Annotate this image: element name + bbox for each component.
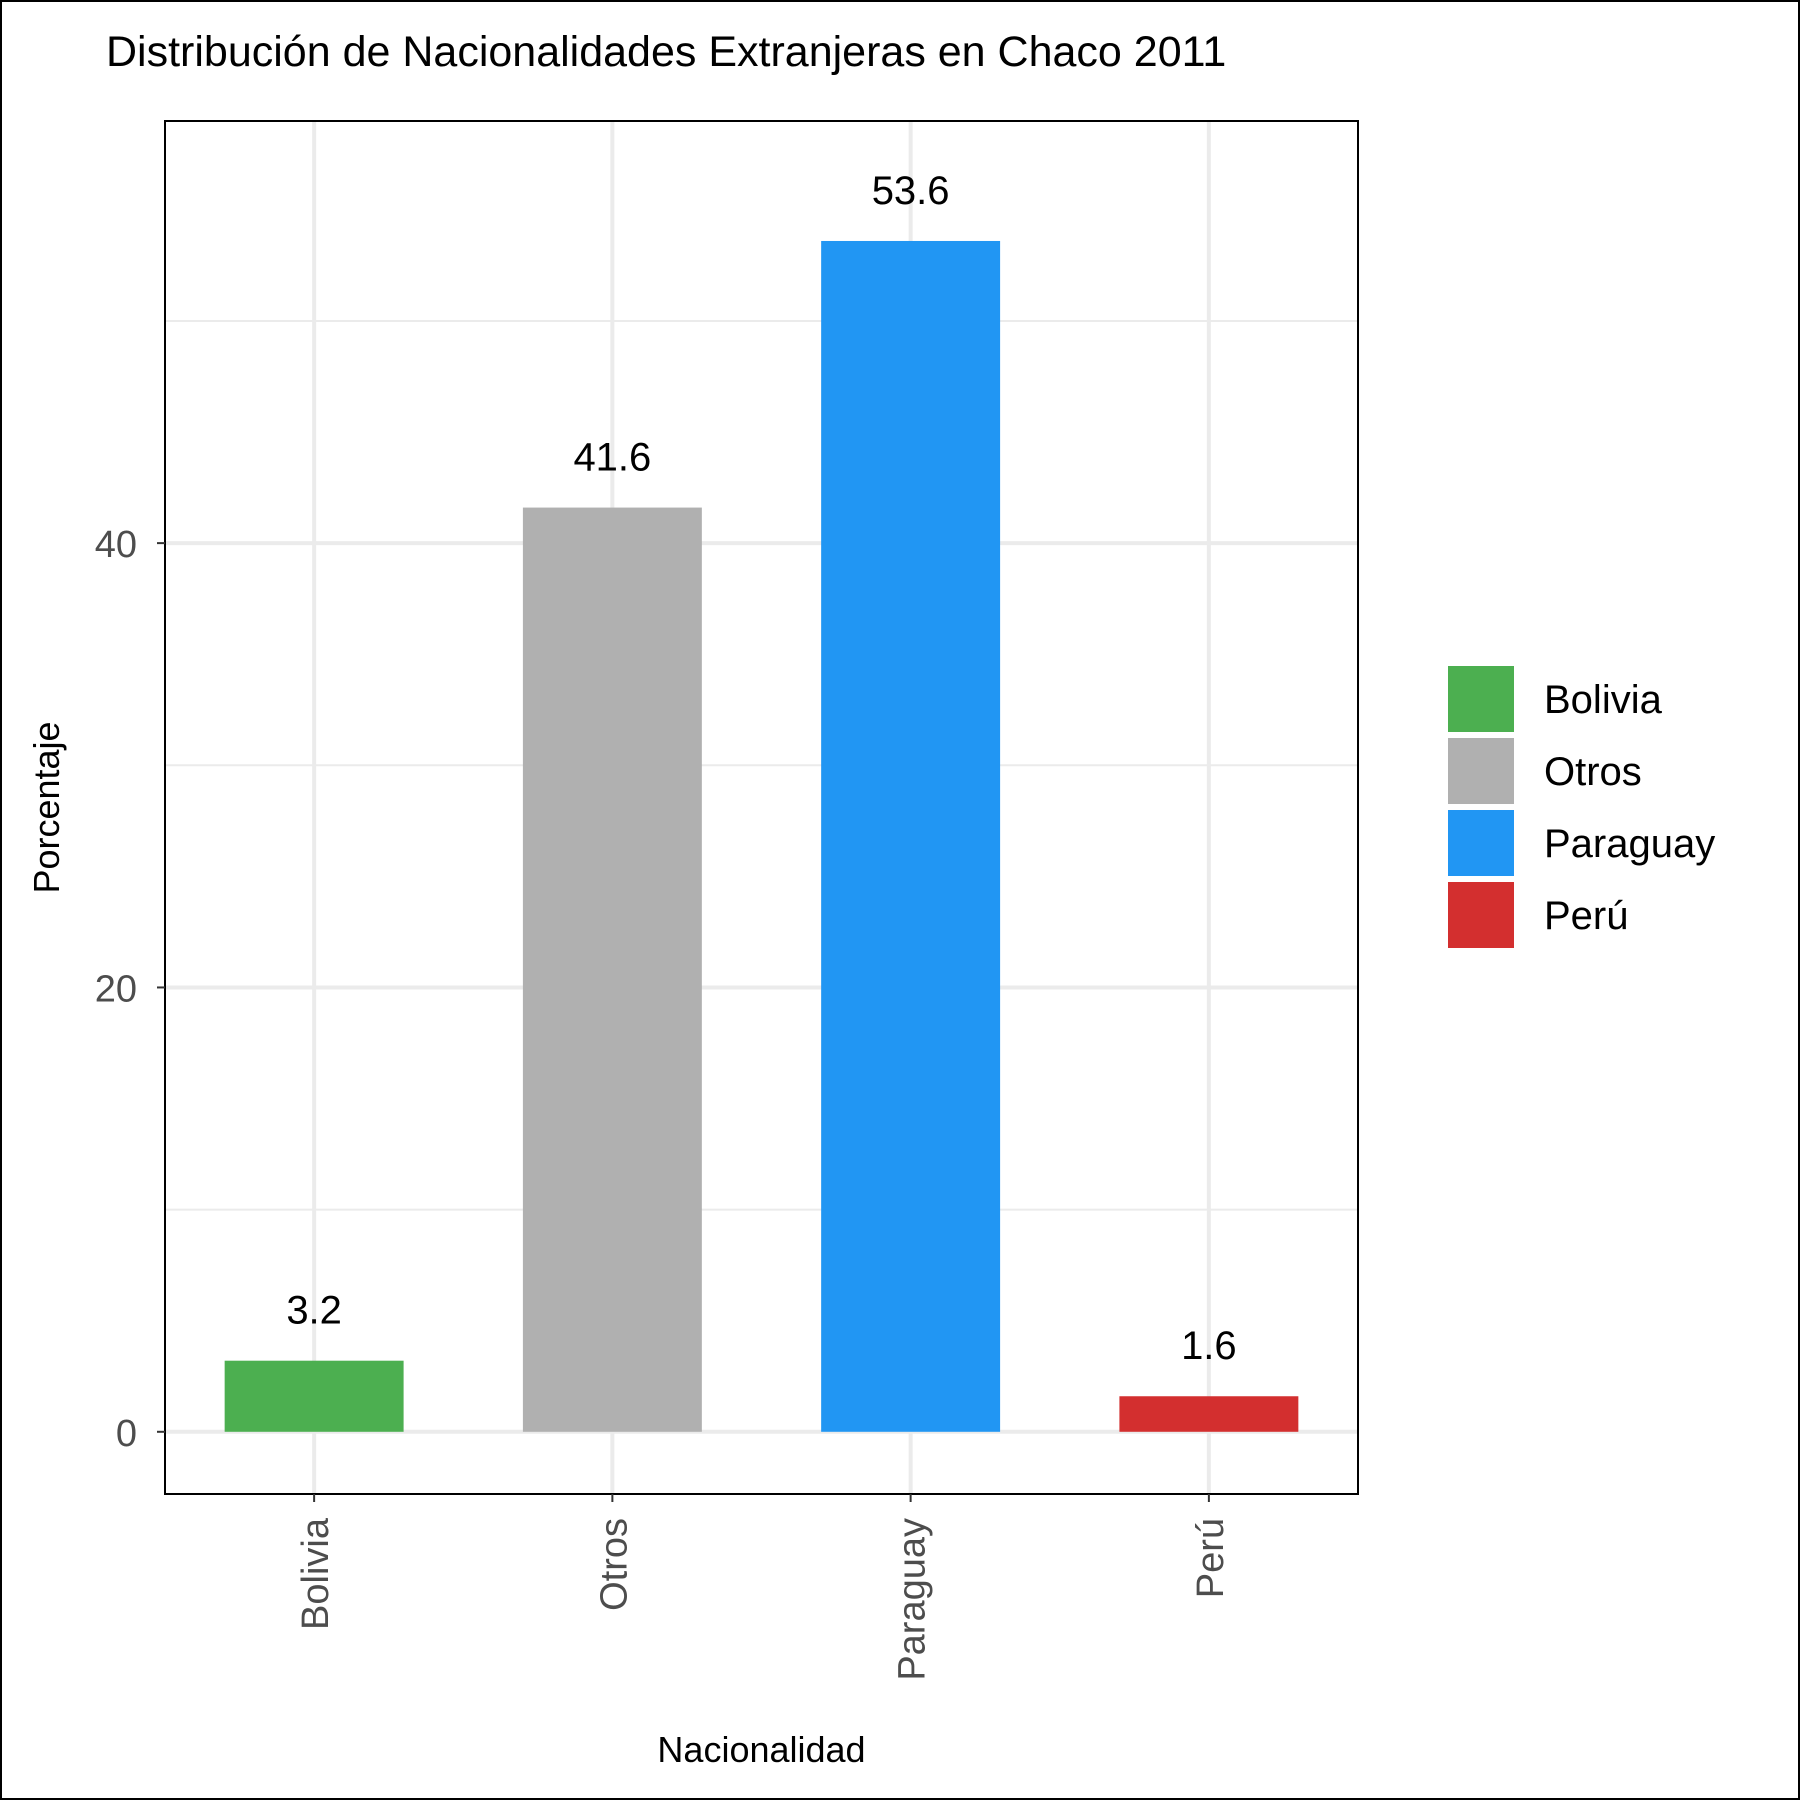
y-axis-label: Porcentaje: [26, 721, 67, 893]
y-tick-label: 20: [95, 968, 137, 1010]
grid-minor: [165, 319, 1358, 1211]
value-label: 41.6: [573, 436, 651, 480]
x-tick-label: Paraguay: [892, 1518, 934, 1681]
y-tick-label: 0: [116, 1413, 137, 1455]
panel-border: [164, 120, 1359, 1495]
bars: [224, 240, 1299, 1432]
bar-bolivia: [224, 1360, 404, 1432]
value-label: 3.2: [286, 1289, 342, 1333]
x-axis-ticks: Bolivia Otros Paraguay Perú: [295, 1494, 1232, 1681]
legend-key-paraguay: [1448, 810, 1514, 876]
value-label: 1.6: [1181, 1324, 1237, 1368]
x-tick-label: Bolivia: [295, 1517, 337, 1630]
legend-key-perú: [1448, 882, 1514, 948]
x-tick-label: Perú: [1190, 1518, 1232, 1598]
legend-label: Paraguay: [1544, 822, 1715, 866]
bar-otros: [522, 507, 702, 1432]
value-labels: 3.2 41.6 53.6 1.6: [286, 169, 1236, 1368]
legend-label: Otros: [1544, 750, 1642, 794]
bar-paraguay: [821, 240, 1001, 1432]
y-tick-label: 40: [95, 524, 137, 566]
value-label: 53.6: [872, 169, 950, 213]
legend: Bolivia Otros Paraguay Perú: [1448, 666, 1715, 948]
bar-perú: [1119, 1396, 1299, 1432]
x-tick-label: Otros: [593, 1518, 635, 1611]
y-axis-ticks: 0 20 40: [95, 524, 165, 1455]
x-axis-label: Nacionalidad: [657, 1729, 865, 1770]
chart-title: Distribución de Nacionalidades Extranjer…: [106, 28, 1226, 76]
legend-label: Bolivia: [1544, 678, 1663, 722]
legend-key-bolivia: [1448, 666, 1514, 732]
legend-key-otros: [1448, 738, 1514, 804]
legend-label: Perú: [1544, 894, 1629, 938]
grid-major: [165, 121, 1358, 1494]
